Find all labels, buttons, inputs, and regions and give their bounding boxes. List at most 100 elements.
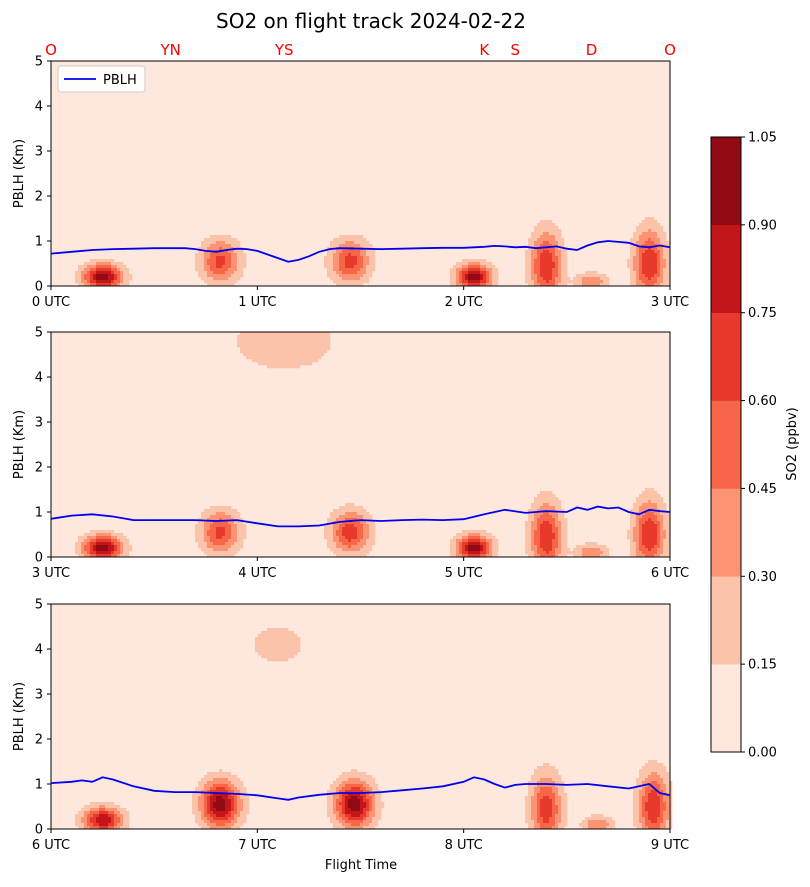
so2-cell bbox=[474, 280, 478, 284]
so2-cell bbox=[534, 817, 538, 821]
so2-cell bbox=[351, 539, 355, 543]
so2-cell bbox=[342, 781, 346, 785]
so2-cell bbox=[339, 515, 343, 519]
so2-cell bbox=[531, 244, 535, 248]
so2-cell bbox=[645, 223, 649, 227]
so2-cell bbox=[558, 274, 562, 278]
so2-cell bbox=[276, 350, 280, 354]
so2-cell bbox=[315, 332, 319, 336]
so2-cell bbox=[285, 362, 289, 366]
so2-cell bbox=[261, 640, 265, 644]
so2-cell bbox=[213, 274, 217, 278]
so2-cell bbox=[639, 241, 643, 245]
so2-cell bbox=[648, 533, 652, 537]
so2-cell bbox=[342, 253, 346, 257]
so2-cell bbox=[222, 772, 226, 776]
so2-cell bbox=[594, 271, 598, 275]
so2-cell bbox=[540, 784, 544, 788]
so2-cell bbox=[84, 826, 88, 830]
so2-cell bbox=[357, 530, 361, 534]
so2-cell bbox=[534, 232, 538, 236]
so2-cell bbox=[552, 826, 556, 830]
so2-cell bbox=[348, 784, 352, 788]
so2-cell bbox=[84, 539, 88, 543]
so2-cell bbox=[645, 244, 649, 248]
so2-cell bbox=[630, 238, 634, 242]
so2-cell bbox=[309, 341, 313, 345]
so2-cell bbox=[642, 793, 646, 797]
so2-cell bbox=[102, 271, 106, 275]
so2-cell bbox=[639, 503, 643, 507]
so2-cell bbox=[279, 347, 283, 351]
so2-cell bbox=[537, 280, 541, 284]
so2-cell bbox=[636, 274, 640, 278]
so2-cell bbox=[633, 530, 637, 534]
so2-cell bbox=[639, 271, 643, 275]
so2-cell bbox=[645, 238, 649, 242]
so2-cell bbox=[357, 808, 361, 812]
so2-cell bbox=[354, 817, 358, 821]
so2-cell bbox=[360, 256, 364, 260]
so2-cell bbox=[351, 548, 355, 552]
so2-cell bbox=[240, 811, 244, 815]
so2-cell bbox=[369, 542, 373, 546]
so2-cell bbox=[225, 253, 229, 257]
so2-cell bbox=[663, 536, 667, 540]
so2-cell bbox=[327, 271, 331, 275]
so2-cell bbox=[333, 241, 337, 245]
so2-cell bbox=[603, 283, 607, 287]
so2-cell bbox=[285, 353, 289, 357]
so2-cell bbox=[213, 539, 217, 543]
so2-cell bbox=[249, 353, 253, 357]
so2-cell bbox=[228, 277, 232, 281]
so2-cell bbox=[339, 781, 343, 785]
so2-cell bbox=[105, 536, 109, 540]
so2-cell bbox=[648, 488, 652, 492]
so2-cell bbox=[96, 823, 100, 827]
so2-cell bbox=[654, 277, 658, 281]
so2-cell bbox=[552, 784, 556, 788]
so2-cell bbox=[555, 554, 559, 558]
so2-cell bbox=[198, 817, 202, 821]
so2-cell bbox=[558, 256, 562, 260]
so2-cell bbox=[591, 280, 595, 284]
so2-cell bbox=[264, 359, 268, 363]
so2-cell bbox=[486, 262, 490, 266]
so2-cell bbox=[351, 533, 355, 537]
so2-cell bbox=[573, 554, 577, 558]
so2-cell bbox=[537, 772, 541, 776]
so2-cell bbox=[534, 497, 538, 501]
so2-cell bbox=[537, 533, 541, 537]
so2-cell bbox=[240, 271, 244, 275]
so2-cell bbox=[651, 775, 655, 779]
so2-cell bbox=[333, 524, 337, 528]
so2-cell bbox=[228, 775, 232, 779]
so2-cell bbox=[78, 542, 82, 546]
so2-cell bbox=[648, 500, 652, 504]
so2-cell bbox=[651, 253, 655, 257]
so2-cell bbox=[654, 274, 658, 278]
so2-cell bbox=[546, 826, 550, 830]
so2-cell bbox=[288, 637, 292, 641]
so2-cell bbox=[462, 545, 466, 549]
so2-cell bbox=[645, 769, 649, 773]
so2-cell bbox=[237, 335, 241, 339]
so2-cell bbox=[195, 799, 199, 803]
so2-cell bbox=[378, 817, 382, 821]
so2-cell bbox=[237, 512, 241, 516]
so2-cell bbox=[555, 545, 559, 549]
so2-cell bbox=[636, 509, 640, 513]
so2-cell bbox=[285, 338, 289, 342]
so2-cell bbox=[78, 271, 82, 275]
so2-cell bbox=[333, 512, 337, 516]
so2-cell bbox=[216, 796, 220, 800]
so2-cell bbox=[564, 262, 568, 266]
so2-cell bbox=[639, 802, 643, 806]
so2-cell bbox=[648, 545, 652, 549]
so2-cell bbox=[660, 554, 664, 558]
so2-cell bbox=[645, 506, 649, 510]
so2-cell bbox=[267, 359, 271, 363]
so2-cell bbox=[264, 356, 268, 360]
so2-cell bbox=[318, 338, 322, 342]
so2-cell bbox=[534, 769, 538, 773]
